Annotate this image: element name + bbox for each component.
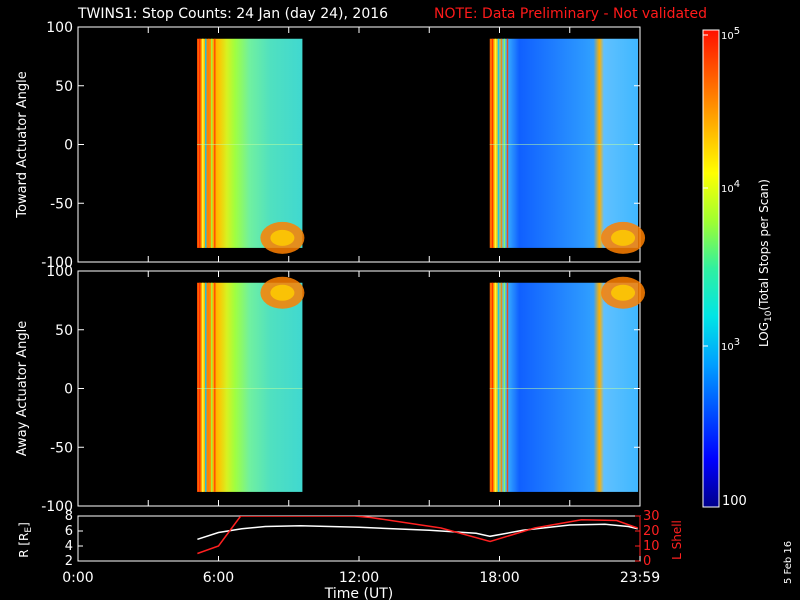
- data-streak: [202, 38, 204, 248]
- colorbar-tick-max: 105: [721, 26, 740, 42]
- preliminary-note: NOTE: Data Preliminary - Not validated: [434, 6, 708, 22]
- y-tick-label: -100: [41, 499, 73, 515]
- colorbar-fill: [702, 29, 720, 508]
- data-streak: [491, 282, 494, 492]
- data-block: [489, 38, 639, 248]
- colorbar-label-subscript: 10: [764, 310, 774, 322]
- y2-axis-label: L Shell: [670, 520, 684, 560]
- x-tick-label: 6:00: [203, 570, 234, 586]
- radius-line: [197, 523, 638, 541]
- data-streak: [491, 38, 494, 248]
- x-tick-label: 18:00: [479, 570, 519, 586]
- data-streak: [208, 282, 210, 492]
- y-tick-label: -100: [41, 255, 73, 271]
- x-tick-label: 23:59: [620, 570, 660, 586]
- y-tick-label: 100: [46, 20, 73, 36]
- x-tick-label: 12:00: [339, 570, 379, 586]
- y-tick-label: 50: [55, 323, 73, 339]
- data-streak: [506, 282, 509, 492]
- data-streak: [500, 38, 503, 248]
- data-streak: [211, 38, 213, 248]
- data-streak: [214, 38, 216, 248]
- y-tick-label: 2: [65, 554, 73, 569]
- data-streak: [199, 38, 201, 248]
- data-streak: [494, 282, 497, 492]
- edge-artifact: [270, 284, 295, 301]
- data-streak: [503, 38, 506, 248]
- colorbar-tick-low: 103: [721, 337, 740, 353]
- colorbar-label-suffix: (Total Stops per Scan): [757, 179, 771, 310]
- data-block: [197, 282, 303, 492]
- y-tick-label: 8: [65, 509, 73, 524]
- colorbar-tick-exponent: 4: [734, 179, 740, 190]
- data-streak: [214, 282, 216, 492]
- data-streak: [199, 282, 201, 492]
- data-block: [489, 282, 639, 492]
- y-tick-label: 4: [65, 539, 73, 554]
- heatmap-panel-1: 100 50 0 -50 -100 Toward Actuator Angle: [15, 20, 646, 271]
- y-tick-label: 0: [64, 138, 73, 154]
- y-tick-label: -50: [50, 440, 73, 456]
- data-streak: [500, 282, 503, 492]
- orbit-panel-frame: [77, 515, 641, 562]
- data-streak: [503, 282, 506, 492]
- data-streak: [202, 282, 204, 492]
- edge-artifact: [611, 284, 636, 301]
- y-tick-label: 50: [55, 79, 73, 95]
- data-block: [197, 38, 303, 248]
- chart-title: TWINS1: Stop Counts: 24 Jan (day 24), 20…: [78, 6, 389, 22]
- y-tick-label: 6: [65, 524, 73, 539]
- x-axis-label: Time (UT): [324, 586, 393, 600]
- y2-tick-label: 0: [643, 554, 651, 569]
- colorbar-tick-min: 100: [722, 494, 747, 509]
- y2-tick-label: 30: [643, 509, 660, 524]
- y-axis-label: R [RE]: [17, 522, 34, 558]
- x-tick-label: 0:00: [62, 570, 93, 586]
- colorbar-tick-exponent: 5: [734, 26, 740, 37]
- data-streak: [208, 38, 210, 248]
- edge-artifact: [270, 229, 295, 246]
- y-axis-label: Toward Actuator Angle: [15, 71, 30, 218]
- colorbar-label: LOG10(Total Stops per Scan): [757, 179, 774, 347]
- lshell-line: [197, 516, 638, 555]
- colorbar-tick-mid: 104: [721, 179, 740, 195]
- data-streak: [506, 38, 509, 248]
- data-streak: [497, 282, 500, 492]
- y2-tick-label: 20: [643, 524, 660, 539]
- y-tick-label: 0: [64, 382, 73, 398]
- data-streak: [497, 38, 500, 248]
- data-streak: [211, 282, 213, 492]
- y-axis-label-close: ]: [17, 522, 31, 527]
- data-streak: [494, 38, 497, 248]
- y-axis-label: Away Actuator Angle: [15, 321, 30, 456]
- data-streak: [205, 38, 207, 248]
- data-streak: [205, 282, 207, 492]
- heatmap-panel-2: 100 50 0 -50 -100 Away Actuator Angle: [15, 264, 646, 515]
- colorbar-tick-exponent: 3: [734, 337, 740, 348]
- y-tick-label: 100: [46, 264, 73, 280]
- edge-artifact: [611, 229, 636, 246]
- y-tick-label: -50: [50, 196, 73, 212]
- y2-tick-label: 10: [643, 539, 660, 554]
- y-axis-label-subscript: E: [24, 527, 34, 533]
